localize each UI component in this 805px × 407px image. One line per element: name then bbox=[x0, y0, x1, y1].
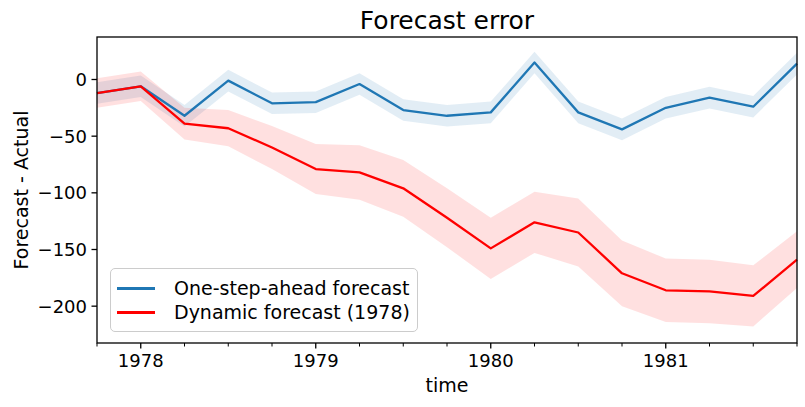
y-tick-label--100: −100 bbox=[38, 182, 87, 203]
x-tick-label-1978: 1978 bbox=[118, 350, 164, 371]
legend-item-one-step-ahead-forecast: One-step-ahead forecast bbox=[117, 276, 409, 300]
y-axis-label: Forecast - Actual bbox=[10, 111, 32, 270]
legend-line-sample-red bbox=[117, 311, 155, 314]
legend-label: One-step-ahead forecast bbox=[174, 277, 409, 299]
forecast-error-chart: 1978 1979 1980 1981 0 −50 −100 −150 −200 bbox=[0, 0, 805, 407]
x-tick-label-1979: 1979 bbox=[293, 350, 339, 371]
y-tick-label-0: 0 bbox=[76, 69, 87, 90]
legend-label: Dynamic forecast (1978) bbox=[174, 301, 410, 323]
y-tick-label--200: −200 bbox=[38, 296, 87, 317]
x-tick-label-1980: 1980 bbox=[468, 350, 514, 371]
y-tick-label--150: −150 bbox=[38, 239, 87, 260]
legend-item-dynamic-forecast: Dynamic forecast (1978) bbox=[117, 300, 409, 324]
matplotlib-figure: 1978 1979 1980 1981 0 −50 −100 −150 −200 Forecas… bbox=[0, 0, 805, 407]
legend: One-step-ahead forecast Dynamic forecast… bbox=[110, 268, 418, 332]
y-tick-label--50: −50 bbox=[49, 126, 87, 147]
chart-title: Forecast error bbox=[97, 6, 797, 35]
x-axis-label: time bbox=[97, 374, 797, 396]
legend-line-sample-blue bbox=[117, 287, 155, 290]
x-tick-label-1981: 1981 bbox=[643, 350, 689, 371]
